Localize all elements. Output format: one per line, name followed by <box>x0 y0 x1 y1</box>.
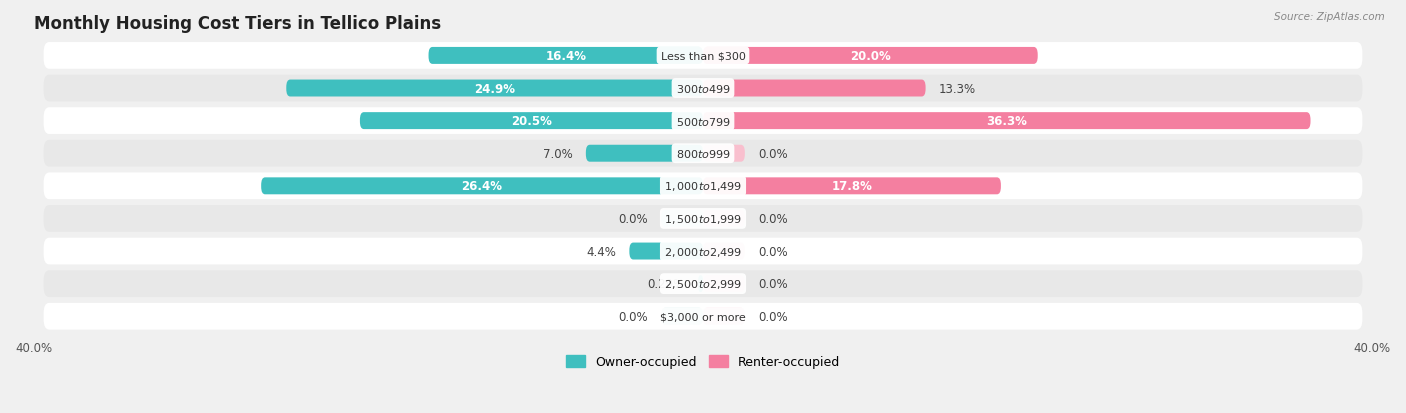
Text: 20.0%: 20.0% <box>851 50 891 63</box>
FancyBboxPatch shape <box>44 206 1362 232</box>
FancyBboxPatch shape <box>703 145 745 162</box>
Text: $2,000 to $2,499: $2,000 to $2,499 <box>664 245 742 258</box>
Text: 0.0%: 0.0% <box>758 212 787 225</box>
Text: 0.29%: 0.29% <box>648 278 685 290</box>
Text: 16.4%: 16.4% <box>546 50 586 63</box>
FancyBboxPatch shape <box>661 308 703 325</box>
Text: 0.0%: 0.0% <box>758 278 787 290</box>
FancyBboxPatch shape <box>703 48 1038 65</box>
Text: 7.0%: 7.0% <box>543 147 572 160</box>
Text: $1,000 to $1,499: $1,000 to $1,499 <box>664 180 742 193</box>
FancyBboxPatch shape <box>44 271 1362 297</box>
Text: 24.9%: 24.9% <box>474 82 515 95</box>
FancyBboxPatch shape <box>429 48 703 65</box>
FancyBboxPatch shape <box>703 113 1310 130</box>
Text: $1,500 to $1,999: $1,500 to $1,999 <box>664 212 742 225</box>
FancyBboxPatch shape <box>44 173 1362 200</box>
Text: 4.4%: 4.4% <box>586 245 616 258</box>
Text: 0.0%: 0.0% <box>758 310 787 323</box>
Text: 0.0%: 0.0% <box>758 245 787 258</box>
FancyBboxPatch shape <box>586 145 703 162</box>
FancyBboxPatch shape <box>630 243 703 260</box>
FancyBboxPatch shape <box>703 243 745 260</box>
Text: $800 to $999: $800 to $999 <box>675 148 731 160</box>
Text: 20.5%: 20.5% <box>510 115 553 128</box>
FancyBboxPatch shape <box>661 211 703 228</box>
FancyBboxPatch shape <box>699 275 703 292</box>
FancyBboxPatch shape <box>262 178 703 195</box>
Text: $2,500 to $2,999: $2,500 to $2,999 <box>664 278 742 290</box>
Text: Source: ZipAtlas.com: Source: ZipAtlas.com <box>1274 12 1385 22</box>
Text: 0.0%: 0.0% <box>619 212 648 225</box>
FancyBboxPatch shape <box>703 178 1001 195</box>
Text: $3,000 or more: $3,000 or more <box>661 311 745 321</box>
FancyBboxPatch shape <box>44 303 1362 330</box>
FancyBboxPatch shape <box>287 81 703 97</box>
Legend: Owner-occupied, Renter-occupied: Owner-occupied, Renter-occupied <box>561 350 845 373</box>
FancyBboxPatch shape <box>44 238 1362 265</box>
Text: 0.0%: 0.0% <box>619 310 648 323</box>
FancyBboxPatch shape <box>44 108 1362 135</box>
FancyBboxPatch shape <box>703 211 745 228</box>
FancyBboxPatch shape <box>703 275 745 292</box>
FancyBboxPatch shape <box>360 113 703 130</box>
Text: 36.3%: 36.3% <box>987 115 1028 128</box>
Text: 0.0%: 0.0% <box>758 147 787 160</box>
Text: $500 to $799: $500 to $799 <box>675 115 731 127</box>
FancyBboxPatch shape <box>703 81 925 97</box>
Text: 26.4%: 26.4% <box>461 180 502 193</box>
Text: Less than $300: Less than $300 <box>661 51 745 61</box>
Text: Monthly Housing Cost Tiers in Tellico Plains: Monthly Housing Cost Tiers in Tellico Pl… <box>34 15 440 33</box>
FancyBboxPatch shape <box>44 140 1362 167</box>
Text: 17.8%: 17.8% <box>831 180 872 193</box>
FancyBboxPatch shape <box>703 308 745 325</box>
FancyBboxPatch shape <box>44 43 1362 70</box>
FancyBboxPatch shape <box>44 76 1362 102</box>
Text: $300 to $499: $300 to $499 <box>675 83 731 95</box>
Text: 13.3%: 13.3% <box>939 82 976 95</box>
